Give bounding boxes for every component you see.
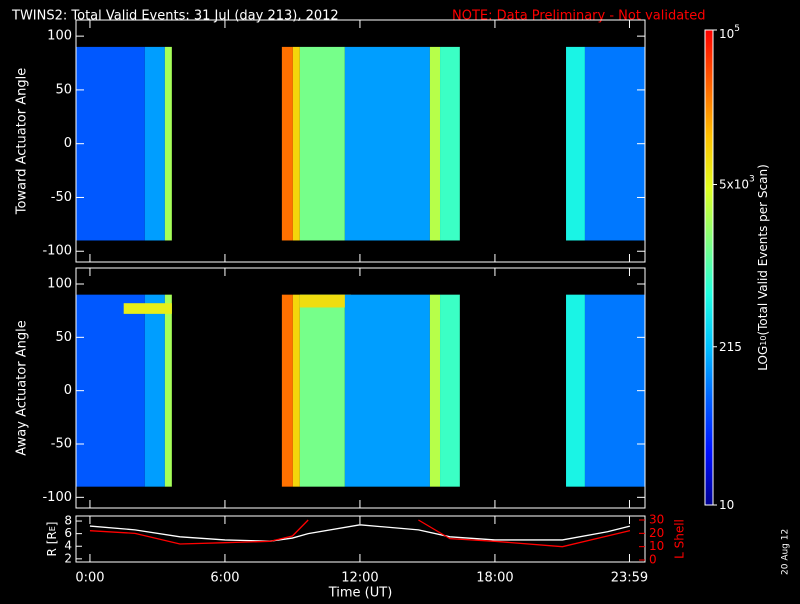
colorbar-tick-label: 5x103 <box>719 174 755 191</box>
heat-cell <box>566 294 585 487</box>
heat-cell <box>144 294 165 487</box>
heat-cell <box>566 46 585 241</box>
heat-cell <box>344 46 430 241</box>
x-tick-label: 23:59 <box>611 571 648 586</box>
heat-cell <box>299 294 345 487</box>
y-axis-label: Toward Actuator Angle <box>15 68 30 215</box>
heat-cell <box>281 294 293 487</box>
colorbar-tick-label: 10 <box>719 498 734 512</box>
x-tick-label: 0:00 <box>75 571 104 586</box>
x-tick-label: 12:00 <box>341 571 378 586</box>
y-tick-label: 100 <box>47 277 72 292</box>
colorbar-label-part: 10 <box>759 336 768 346</box>
colorbar-tick-label: 105 <box>719 24 740 41</box>
y-axis-label-part: ] <box>45 522 59 527</box>
colorbar-label-part: LOG <box>756 346 770 371</box>
y-tick-label: 50 <box>55 330 72 345</box>
chart-title: TWINS2: Total Valid Events: 31 Jul (day … <box>11 9 339 24</box>
series-line <box>89 519 631 548</box>
heat-cell <box>344 294 430 487</box>
y2-tick-label: 20 <box>649 526 664 540</box>
colorbar-tick-sup: 5 <box>734 24 740 34</box>
heat-cell <box>164 294 172 487</box>
y2-tick-label: 30 <box>649 513 664 527</box>
colorbar-tick-text: 5x10 <box>719 177 749 191</box>
y2-axis-label: L Shell <box>673 519 687 559</box>
series-line <box>89 524 631 542</box>
colorbar-label: LOG10(Total Valid Events per Scan) <box>756 164 770 371</box>
heat-cell <box>299 46 345 241</box>
heat-cell <box>123 303 172 314</box>
y-tick-label: 2 <box>64 551 72 565</box>
y-tick-label: 0 <box>64 136 72 151</box>
y-tick-label: -50 <box>51 437 72 452</box>
y-tick-label: 8 <box>64 514 72 528</box>
heat-cell <box>429 46 441 241</box>
heat-cell <box>440 46 460 241</box>
heat-cell <box>76 294 145 487</box>
y-tick-label: 100 <box>47 29 72 44</box>
heat-cell <box>429 294 441 487</box>
heat-cell <box>144 46 165 241</box>
heat-cell <box>164 46 172 241</box>
heat-cell <box>292 294 300 487</box>
date-stamp: 20 Aug 12 <box>781 529 791 575</box>
heat-cell <box>281 46 293 241</box>
x-tick-label: 18:00 <box>476 571 513 586</box>
heat-cell <box>76 46 145 241</box>
y-tick-label: -50 <box>51 190 72 205</box>
colorbar-tick-text: 215 <box>719 339 742 353</box>
heat-cell <box>584 294 645 487</box>
colorbar <box>704 29 714 506</box>
x-axis-label: Time (UT) <box>328 586 393 601</box>
y2-tick-label: 10 <box>649 539 664 553</box>
y2-tick-label: 0 <box>649 553 657 567</box>
y-tick-label: 4 <box>64 539 72 553</box>
heat-cell <box>299 294 351 308</box>
plot-frame <box>75 515 646 563</box>
x-tick-label: 6:00 <box>210 571 239 586</box>
y-tick-label: -100 <box>42 490 72 505</box>
y-tick-label: 0 <box>64 383 72 398</box>
y-tick-label: 6 <box>64 526 72 540</box>
note: NOTE: Data Preliminary - Not validated <box>452 9 706 24</box>
y-tick-label: -100 <box>42 244 72 259</box>
y-axis-label: R [RE] <box>45 522 59 557</box>
colorbar-tick-sup: 3 <box>749 174 755 184</box>
heat-cell <box>292 46 300 241</box>
y-axis-label: Away Actuator Angle <box>15 320 30 455</box>
heat-cell <box>440 294 460 487</box>
y-axis-label-part: R [R <box>45 531 59 556</box>
colorbar-tick-label: 215 <box>719 339 742 353</box>
y-axis-label-part: E <box>48 526 57 531</box>
heat-cell <box>584 46 645 241</box>
plot-frame <box>75 19 646 263</box>
colorbar-tick-text: 10 <box>719 498 734 512</box>
colorbar-label-part: (Total Valid Events per Scan) <box>756 164 770 335</box>
plot-frame <box>75 267 646 509</box>
plot-lines <box>89 519 631 548</box>
y-tick-label: 50 <box>55 82 72 97</box>
colorbar-tick-text: 10 <box>719 27 734 41</box>
